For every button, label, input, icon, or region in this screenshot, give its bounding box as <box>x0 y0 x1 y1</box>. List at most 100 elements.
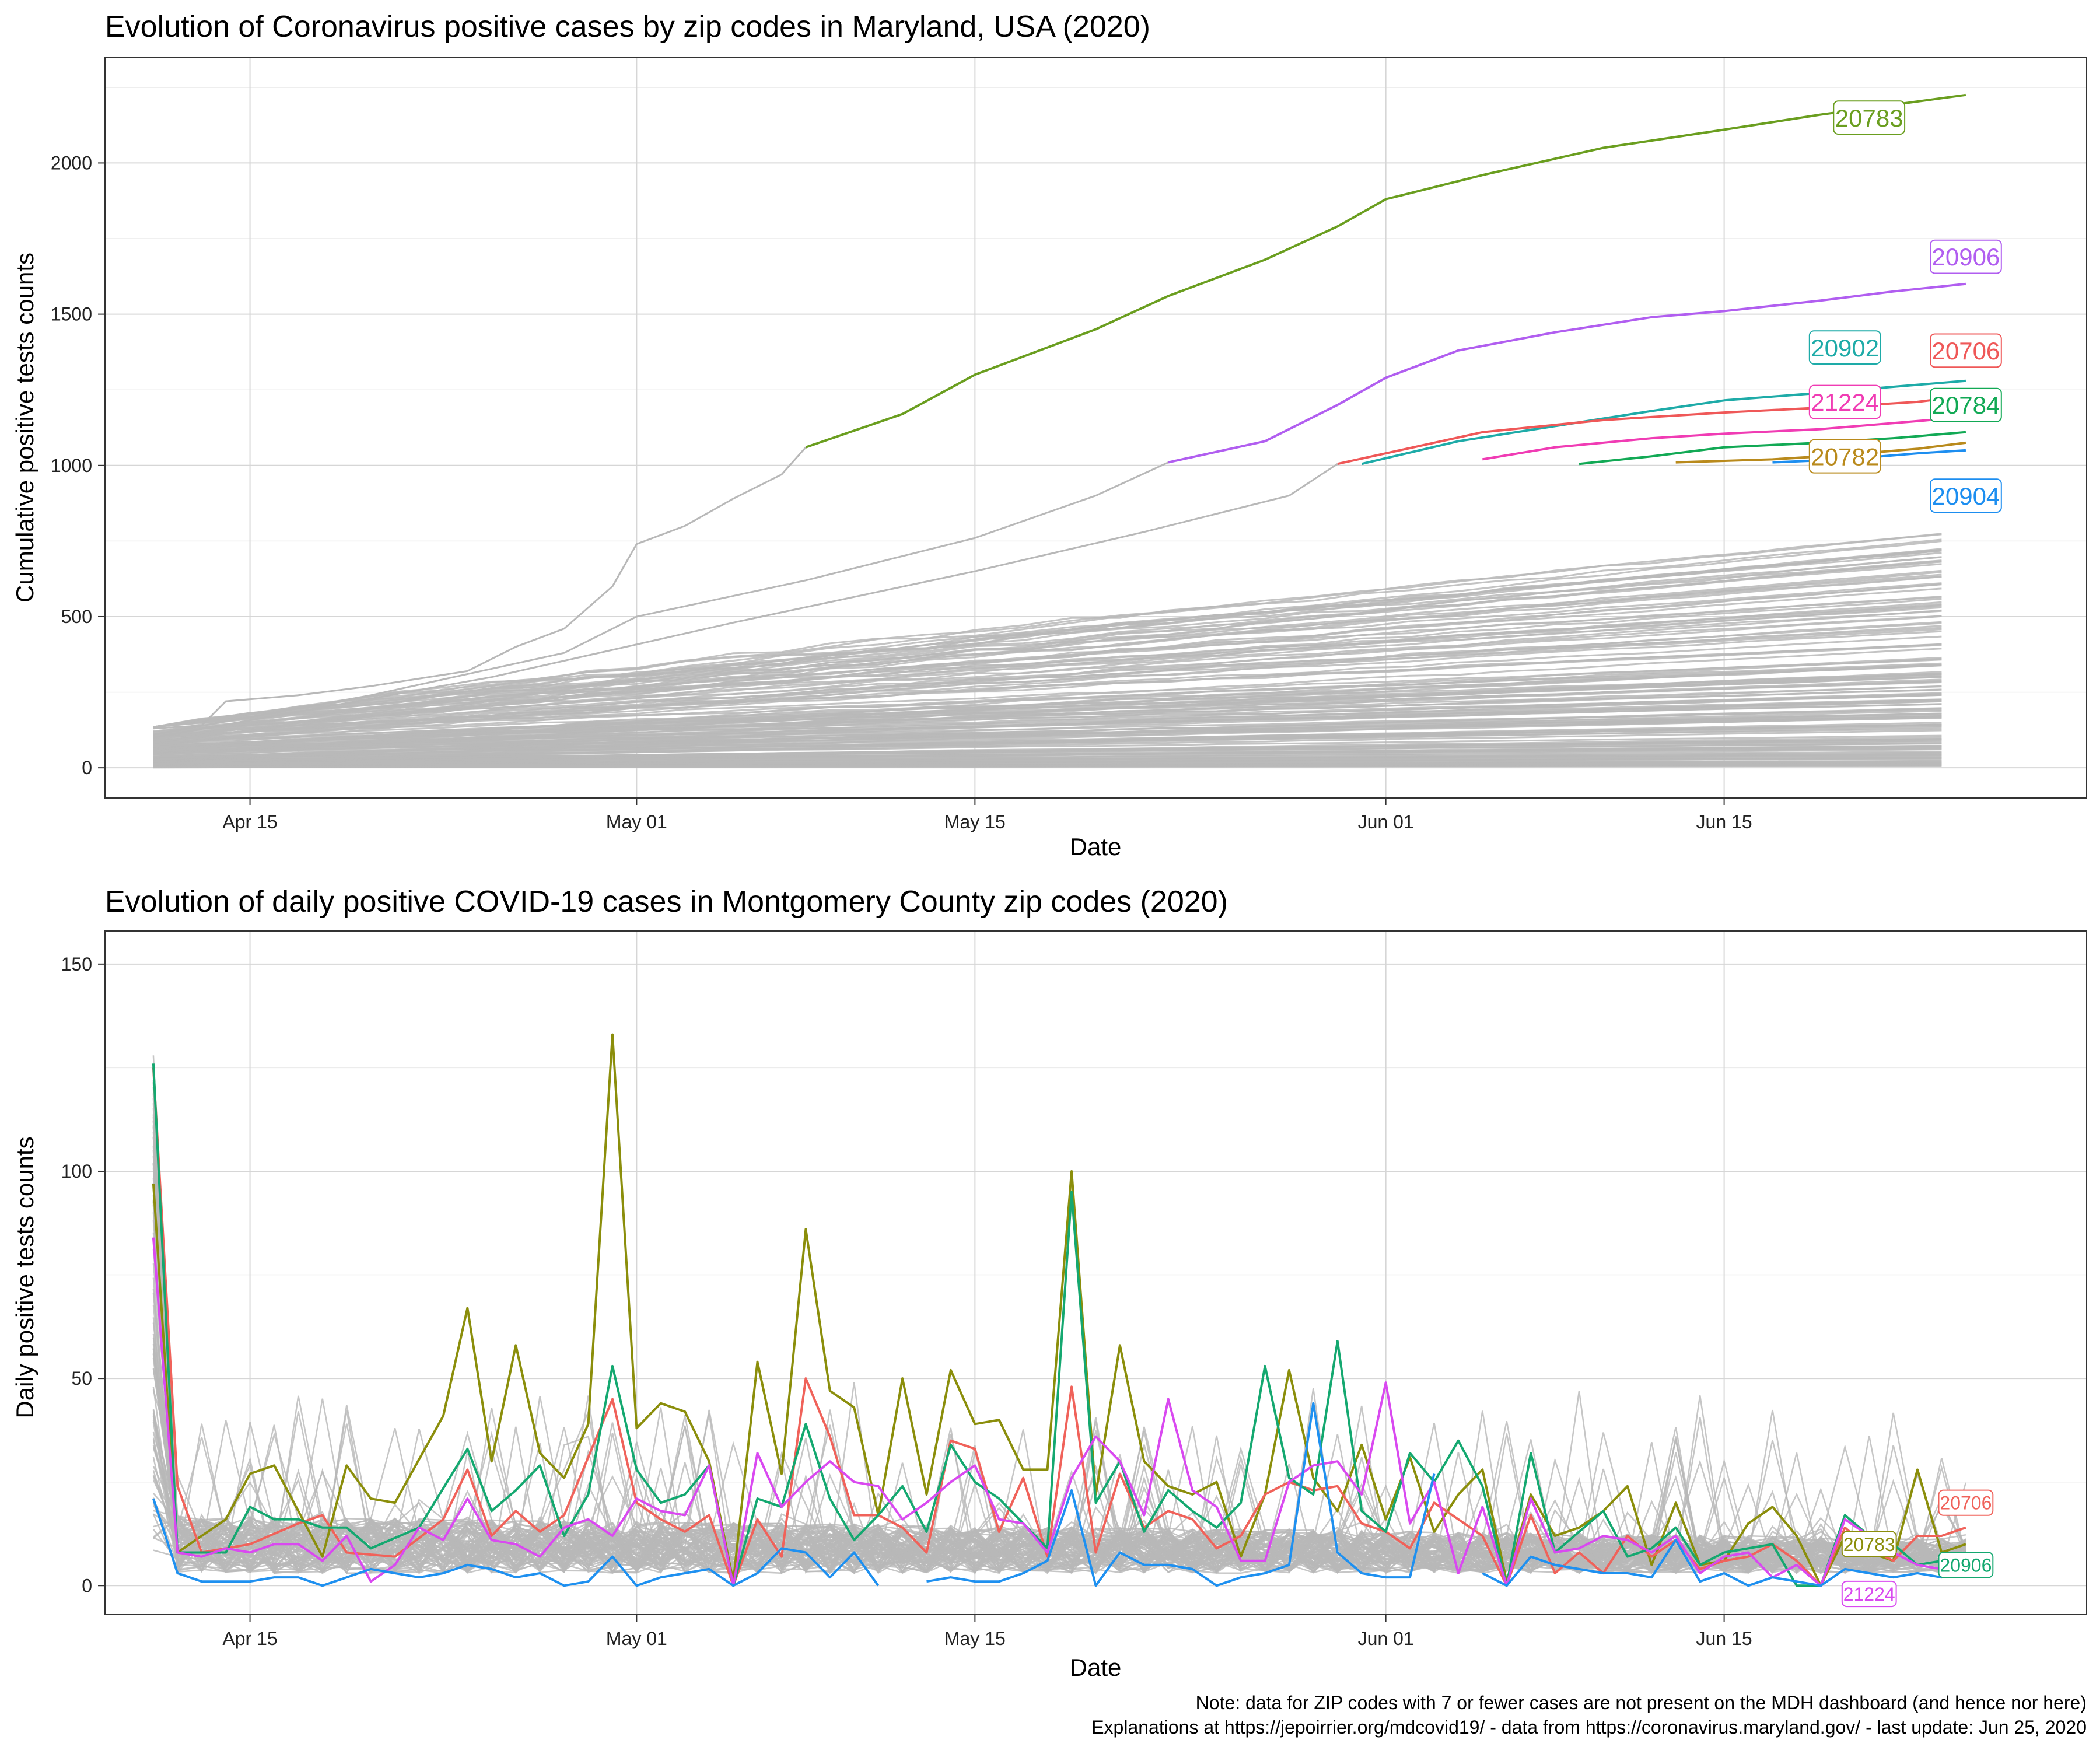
label-box-20906 <box>1930 239 2002 274</box>
label-20906: 20906 <box>1940 1555 1992 1576</box>
series-line-20783 <box>805 93 1966 449</box>
background-line <box>152 1289 1966 1574</box>
series-line-20784 <box>1578 430 1966 466</box>
chart1-y-ticks: 0 500 1000 1500 2000 <box>51 152 105 778</box>
chart1-labels: 20783 20906 20902 20706 21224 20784 20782 20904 <box>1808 100 2002 513</box>
background-line <box>153 575 1942 728</box>
x-tick-label: May 15 <box>944 1628 1006 1649</box>
background-line <box>153 610 1942 728</box>
background-line <box>153 714 1942 755</box>
label-20902: 20902 <box>1811 334 1879 362</box>
x-tick-label: May 15 <box>944 811 1006 832</box>
x-tick-label: May 01 <box>606 811 667 832</box>
label-20706: 20706 <box>1940 1493 1992 1514</box>
background-line <box>153 601 1942 743</box>
chart1-panel-border <box>104 57 2087 799</box>
series-line-20904 <box>152 1498 880 1587</box>
background-line <box>153 745 1942 766</box>
label-box-21224 <box>1808 384 1881 419</box>
background-line <box>153 692 1942 755</box>
x-tick-label: Jun 15 <box>1696 811 1752 832</box>
background-line <box>153 738 1942 763</box>
x-tick-label: Apr 15 <box>222 811 277 832</box>
chart1-background-lines <box>153 446 1942 769</box>
chart1-grid <box>105 57 2087 798</box>
background-line <box>152 1220 1966 1574</box>
label-20906: 20906 <box>1932 243 2000 271</box>
x-tick-label: Jun 01 <box>1358 1628 1414 1649</box>
background-line <box>152 1156 1966 1574</box>
label-box-21224 <box>1841 1580 1897 1608</box>
background-line <box>153 644 1942 739</box>
x-tick-label: Jun 01 <box>1358 811 1414 832</box>
background-line <box>152 1164 1966 1575</box>
background-line <box>153 716 1942 759</box>
series-line-20706 <box>1337 394 1966 466</box>
background-line <box>153 763 1942 768</box>
label-box-20706 <box>1930 333 2002 368</box>
chart2-y-title: Daily positive tests counts <box>11 1136 38 1418</box>
background-line <box>153 758 1942 766</box>
series-line-21224 <box>1482 415 1966 461</box>
series-line-20904 <box>1482 1539 1966 1587</box>
background-line <box>153 538 1942 728</box>
y-tick-label: 0 <box>82 1575 92 1596</box>
chart1-x-ticks: Apr 15 May 01 May 15 Jun 01 Jun 15 <box>222 798 1752 832</box>
background-line <box>153 663 1942 738</box>
y-tick-label: 150 <box>61 954 92 975</box>
background-line <box>153 582 1942 728</box>
label-box-20706 <box>1938 1489 1994 1516</box>
background-line <box>152 1205 1966 1574</box>
background-line <box>153 533 1942 728</box>
background-line <box>152 1137 1966 1574</box>
chart1-x-title: Date <box>1070 833 1122 860</box>
label-21224: 21224 <box>1843 1584 1895 1605</box>
label-20783: 20783 <box>1835 104 1903 132</box>
label-box-20904 <box>1930 478 2002 513</box>
background-line <box>152 1127 1966 1574</box>
background-line <box>152 1125 1967 1574</box>
background-line <box>152 1108 1966 1574</box>
background-line <box>153 621 1942 747</box>
background-line <box>153 548 1942 737</box>
label-box-20783 <box>1841 1531 1897 1558</box>
x-tick-label: Apr 15 <box>222 1628 277 1649</box>
y-tick-label: 1000 <box>51 455 92 476</box>
label-20783: 20783 <box>1843 1534 1895 1555</box>
background-line <box>153 596 1942 728</box>
background-line <box>153 674 1942 746</box>
background-line <box>152 1098 1966 1575</box>
label-20784: 20784 <box>1932 391 2000 419</box>
background-line <box>153 723 1942 758</box>
background-line <box>153 680 1942 748</box>
series-line-20906 <box>1168 282 1966 464</box>
caption-source: Explanations at https://jepoirrier.org/m… <box>1091 1717 2087 1738</box>
caption-note: Note: data for ZIP codes with 7 or fewer… <box>1196 1692 2087 1713</box>
chart2-x-title: Date <box>1070 1654 1122 1681</box>
chart2-title: Evolution of daily positive COVID-19 cas… <box>105 885 1228 919</box>
background-line <box>153 583 1942 741</box>
background-line <box>153 563 1942 728</box>
y-tick-label: 500 <box>61 606 92 627</box>
label-20706: 20706 <box>1932 337 2000 365</box>
chart1-y-title: Cumulative positive tests counts <box>11 253 38 603</box>
label-box-20782 <box>1808 439 1881 474</box>
label-20782: 20782 <box>1811 443 1879 470</box>
background-line <box>152 1103 1966 1574</box>
chart2-labels: 20706 20783 20906 21224 <box>1841 1489 1994 1608</box>
chart2-y-ticks: 0 50 100 150 <box>61 954 105 1596</box>
background-line <box>153 446 807 730</box>
background-line <box>153 461 1169 736</box>
y-tick-label: 2000 <box>51 152 92 173</box>
chart2-panel-border <box>104 930 2087 1615</box>
x-tick-label: Jun 15 <box>1696 1628 1752 1649</box>
chart1-series <box>805 93 1966 466</box>
series-line-20783 <box>152 1033 1966 1587</box>
background-line <box>152 1126 1966 1574</box>
background-line <box>152 1132 1966 1574</box>
background-line <box>153 463 1338 738</box>
background-line <box>152 1163 1966 1573</box>
chart2-series <box>152 1033 1966 1587</box>
